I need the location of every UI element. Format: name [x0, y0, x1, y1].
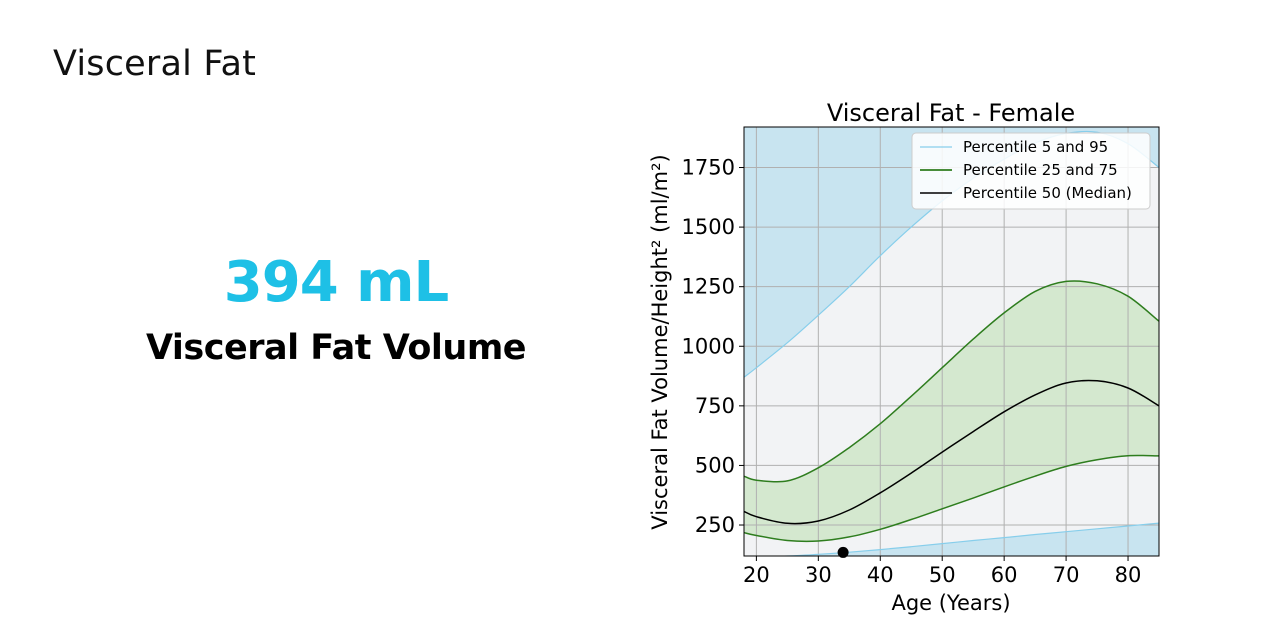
series-line-p25 — [744, 454, 1159, 543]
y-tick-label: 1500 — [682, 215, 735, 239]
x-axis-label: Age (Years) — [891, 591, 1010, 615]
x-tick-label: 60 — [991, 563, 1018, 587]
plot-frame — [743, 126, 1160, 557]
legend-entry: Percentile 5 and 95 — [963, 138, 1108, 156]
x-tick-label: 20 — [743, 563, 770, 587]
y-axis-label: Visceral Fat Volume/Height² (ml/m²) — [648, 154, 672, 529]
series-line-median — [744, 379, 1159, 525]
y-tick-label: 500 — [695, 453, 735, 477]
visceral-fat-volume-value: 394 mL — [223, 250, 449, 315]
legend-entry: Percentile 50 (Median) — [963, 184, 1132, 202]
x-tick-label: 80 — [1115, 563, 1142, 587]
legend-entry: Percentile 25 and 75 — [963, 161, 1118, 179]
chart-title: Visceral Fat - Female — [827, 99, 1075, 127]
x-tick-label: 50 — [929, 563, 956, 587]
y-tick-label: 1000 — [682, 334, 735, 358]
x-tick-label: 40 — [867, 563, 894, 587]
x-tick-label: 70 — [1053, 563, 1080, 587]
page-title: Visceral Fat — [53, 44, 257, 84]
y-tick-label: 1250 — [682, 275, 735, 299]
legend: Percentile 5 and 95 Percentile 25 and 75 P… — [911, 132, 1151, 210]
x-tick-label: 30 — [805, 563, 832, 587]
patient-marker — [837, 546, 849, 558]
band-above-95 — [744, 127, 1159, 378]
series-line-p75 — [744, 280, 1159, 483]
y-tick-label: 250 — [695, 513, 735, 537]
y-tick-label: 1750 — [682, 156, 735, 180]
visceral-fat-volume-label: Visceral Fat Volume — [145, 328, 527, 368]
y-tick-label: 750 — [695, 394, 735, 418]
